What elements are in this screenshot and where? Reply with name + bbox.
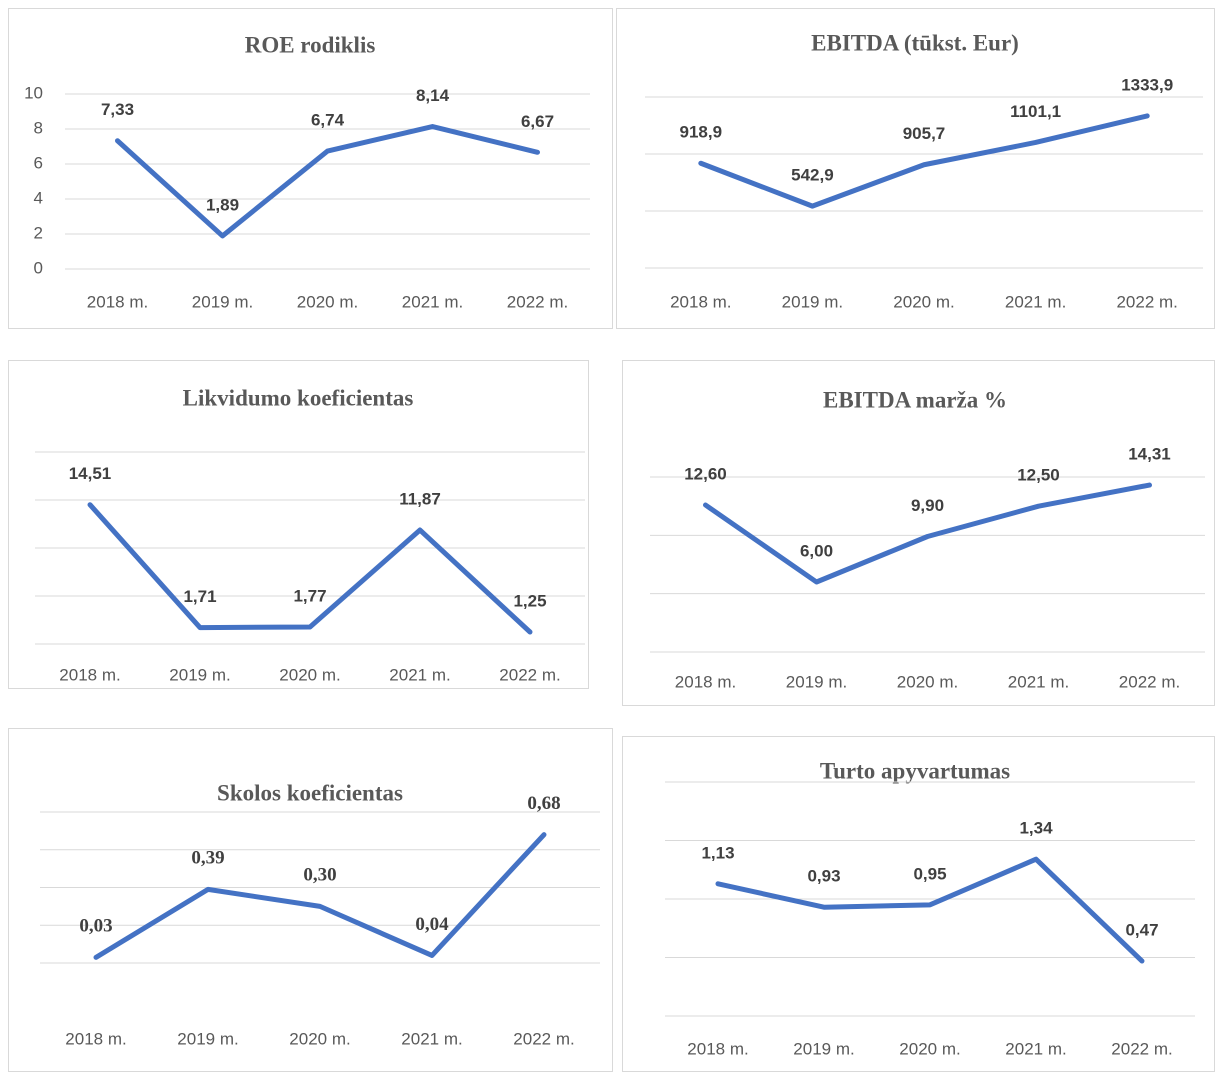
x-tick-label: 2022 m. bbox=[1119, 672, 1180, 691]
y-tick-label: 0 bbox=[34, 258, 43, 277]
data-label: 905,7 bbox=[903, 124, 946, 143]
data-label: 0,39 bbox=[191, 848, 224, 869]
chart-frame bbox=[622, 360, 1215, 706]
data-label: 14,31 bbox=[1128, 445, 1171, 464]
x-tick-label: 2022 m. bbox=[1111, 1039, 1172, 1058]
data-label: 0,95 bbox=[913, 864, 946, 883]
x-tick-label: 2021 m. bbox=[1005, 1039, 1066, 1058]
x-tick-label: 2019 m. bbox=[793, 1039, 854, 1058]
x-tick-label: 2022 m. bbox=[499, 665, 560, 684]
x-tick-label: 2018 m. bbox=[687, 1039, 748, 1058]
data-label: 8,14 bbox=[416, 86, 450, 105]
line bbox=[115, 124, 540, 239]
y-tick-label: 10 bbox=[24, 83, 43, 102]
x-tick-label: 2022 m. bbox=[1116, 292, 1177, 311]
data-label: 1101,1 bbox=[1010, 102, 1061, 121]
data-label: 1,71 bbox=[183, 587, 216, 606]
x-tick-label: 2021 m. bbox=[401, 1029, 462, 1048]
chart-frame bbox=[8, 728, 613, 1072]
x-tick-label: 2020 m. bbox=[289, 1029, 350, 1048]
data-label: 11,87 bbox=[399, 490, 441, 509]
x-tick-label: 2020 m. bbox=[279, 665, 340, 684]
x-tick-label: 2018 m. bbox=[675, 672, 736, 691]
data-label: 6,67 bbox=[521, 112, 554, 131]
x-tick-label: 2018 m. bbox=[87, 292, 148, 311]
x-tick-label: 2019 m. bbox=[177, 1029, 238, 1048]
chart-title: ROE rodiklis bbox=[245, 32, 376, 57]
data-label: 12,50 bbox=[1017, 466, 1060, 485]
x-tick-label: 2018 m. bbox=[65, 1029, 126, 1048]
data-label: 1,77 bbox=[293, 586, 326, 605]
line bbox=[698, 113, 1150, 209]
data-label: 1,13 bbox=[701, 843, 734, 862]
x-tick-label: 2019 m. bbox=[782, 292, 843, 311]
data-label: 6,00 bbox=[800, 541, 833, 560]
x-tick-label: 2019 m. bbox=[192, 292, 253, 311]
data-label: 0,47 bbox=[1125, 920, 1158, 939]
data-label: 1,89 bbox=[206, 195, 239, 214]
x-tick-label: 2021 m. bbox=[389, 665, 450, 684]
y-tick-label: 2 bbox=[34, 223, 43, 242]
data-label: 14,51 bbox=[69, 464, 112, 483]
x-tick-label: 2019 m. bbox=[169, 665, 230, 684]
data-label: 1333,9 bbox=[1121, 75, 1173, 94]
chart-frame bbox=[8, 8, 613, 329]
data-label: 0,68 bbox=[527, 793, 560, 814]
x-tick-label: 2020 m. bbox=[899, 1039, 960, 1058]
chart-title: EBITDA marža % bbox=[823, 387, 1007, 412]
data-label: 0,04 bbox=[415, 914, 449, 935]
chart-title: Likvidumo koeficientas bbox=[183, 385, 414, 410]
data-label: 1,25 bbox=[513, 591, 546, 610]
data-label: 9,90 bbox=[911, 496, 944, 515]
y-tick-label: 4 bbox=[34, 188, 43, 207]
line bbox=[93, 832, 547, 960]
data-label: 542,9 bbox=[791, 166, 834, 185]
line bbox=[703, 482, 1152, 585]
x-tick-label: 2020 m. bbox=[897, 672, 958, 691]
x-tick-label: 2021 m. bbox=[1008, 672, 1069, 691]
data-label: 0,03 bbox=[79, 916, 112, 937]
x-tick-label: 2018 m. bbox=[59, 665, 120, 684]
chart-title: Skolos koeficientas bbox=[217, 780, 403, 805]
data-label: 918,9 bbox=[680, 123, 723, 142]
data-label: 0,30 bbox=[303, 865, 336, 886]
x-tick-label: 2020 m. bbox=[893, 292, 954, 311]
x-tick-label: 2022 m. bbox=[507, 292, 568, 311]
x-tick-label: 2018 m. bbox=[670, 292, 731, 311]
y-tick-label: 6 bbox=[34, 153, 43, 172]
data-label: 0,93 bbox=[807, 867, 840, 886]
chart-title: Turto apyvartumas bbox=[820, 758, 1010, 783]
data-label: 7,33 bbox=[101, 100, 134, 119]
chart-title: EBITDA (tūkst. Eur) bbox=[811, 30, 1019, 55]
x-tick-label: 2022 m. bbox=[513, 1029, 574, 1048]
data-label: 12,60 bbox=[684, 464, 727, 483]
line bbox=[715, 856, 1145, 964]
x-tick-label: 2019 m. bbox=[786, 672, 847, 691]
x-tick-label: 2020 m. bbox=[297, 292, 358, 311]
data-label: 6,74 bbox=[311, 111, 345, 130]
line bbox=[87, 502, 533, 635]
x-tick-label: 2021 m. bbox=[1005, 292, 1066, 311]
y-tick-label: 8 bbox=[34, 118, 43, 137]
x-tick-label: 2021 m. bbox=[402, 292, 463, 311]
data-label: 1,34 bbox=[1019, 819, 1053, 838]
